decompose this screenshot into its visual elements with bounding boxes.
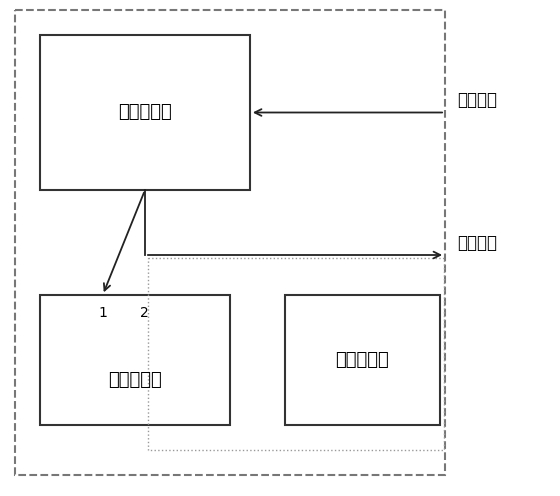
Bar bbox=[285, 295, 440, 425]
Text: 1: 1 bbox=[98, 306, 107, 320]
Text: 第一输出: 第一输出 bbox=[457, 234, 497, 252]
Text: 第一输入: 第一输入 bbox=[457, 91, 497, 110]
Bar bbox=[15, 10, 445, 475]
Text: 高频振荡器: 高频振荡器 bbox=[335, 351, 389, 369]
Bar bbox=[40, 35, 250, 190]
Bar bbox=[40, 295, 230, 425]
Text: 低频振荡器: 低频振荡器 bbox=[118, 104, 172, 122]
Bar bbox=[148, 258, 444, 450]
Text: 2: 2 bbox=[140, 306, 149, 320]
Text: 频率调节器: 频率调节器 bbox=[108, 371, 162, 388]
